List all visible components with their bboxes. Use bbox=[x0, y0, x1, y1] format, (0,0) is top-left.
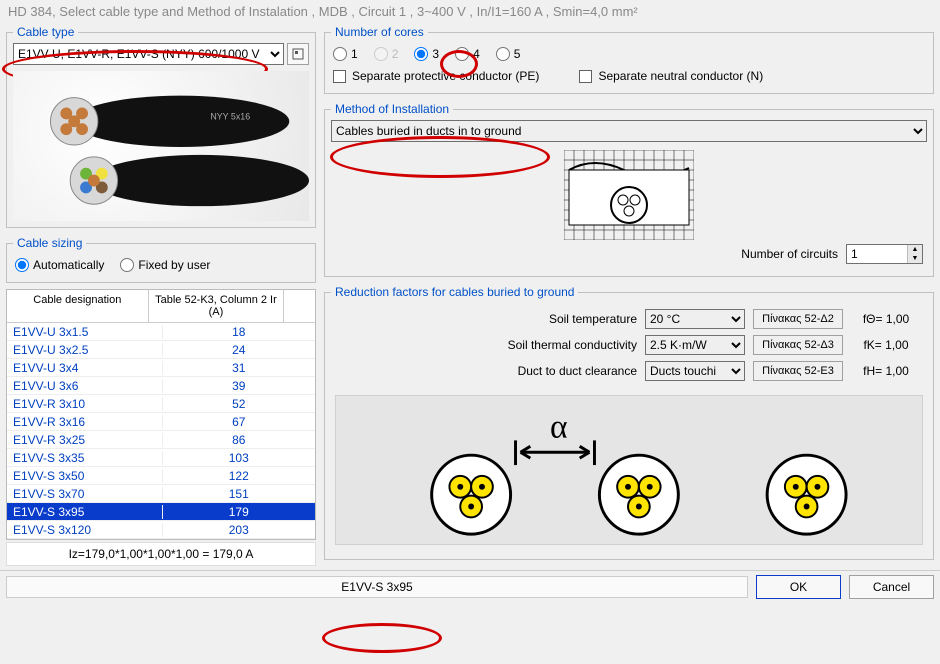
cable-table-col1: Cable designation bbox=[7, 290, 149, 322]
circuits-input[interactable] bbox=[847, 245, 907, 263]
cores-radio-4[interactable] bbox=[455, 47, 469, 61]
duct-clearance-diagram: α bbox=[335, 395, 923, 545]
method-legend: Method of Installation bbox=[331, 102, 453, 116]
n-label: Separate neutral conductor (N) bbox=[598, 69, 763, 83]
circuits-label: Number of circuits bbox=[741, 247, 838, 261]
selected-cable-display: E1VV-S 3x95 bbox=[6, 576, 748, 598]
cable-table-col2: Table 52-K3, Column 2 Ir (A) bbox=[149, 290, 285, 322]
cores-radio-2 bbox=[374, 47, 388, 61]
cable-table: Cable designation Table 52-K3, Column 2 … bbox=[6, 289, 316, 540]
reduction-select[interactable]: 20 °C bbox=[645, 309, 745, 329]
window-title: HD 384, Select cable type and Method of … bbox=[0, 0, 940, 23]
cable-sizing-legend: Cable sizing bbox=[13, 236, 86, 250]
reduction-legend: Reduction factors for cables buried to g… bbox=[331, 285, 578, 299]
cable-type-select[interactable]: E1VV-U, E1VV-R, E1VV-S (NYY) 600/1000 V bbox=[13, 43, 284, 65]
annotation-ellipse bbox=[322, 623, 442, 653]
reduction-select[interactable]: Ducts touchi bbox=[645, 361, 745, 381]
svg-text:α: α bbox=[550, 408, 568, 445]
cable-type-legend: Cable type bbox=[13, 25, 78, 39]
cores-legend: Number of cores bbox=[331, 25, 428, 39]
table-row[interactable]: E1VV-R 3x2586 bbox=[7, 431, 315, 449]
table-row[interactable]: E1VV-S 3x70151 bbox=[7, 485, 315, 503]
pe-checkbox[interactable]: Separate protective conductor (PE) bbox=[333, 69, 539, 83]
sizing-fixed-radio[interactable] bbox=[120, 258, 134, 272]
reduction-group: Reduction factors for cables buried to g… bbox=[324, 285, 934, 560]
spin-down[interactable]: ▼ bbox=[907, 254, 922, 263]
circuits-spinner[interactable]: ▲▼ bbox=[846, 244, 923, 264]
reduction-table-button[interactable]: Πίνακας 52-Δ3 bbox=[753, 335, 843, 355]
iz-result: Iz=179,0*1,00*1,00*1,00 = 179,0 A bbox=[6, 542, 316, 566]
table-row[interactable]: E1VV-U 3x431 bbox=[7, 359, 315, 377]
cable-sizing-group: Cable sizing Automatically Fixed by user bbox=[6, 236, 316, 283]
reduction-label: Soil thermal conductivity bbox=[337, 338, 637, 352]
n-checkbox[interactable]: Separate neutral conductor (N) bbox=[579, 69, 763, 83]
method-group: Method of Installation Cables buried in … bbox=[324, 102, 934, 277]
sizing-auto-label: Automatically bbox=[33, 258, 104, 272]
reduction-factor: fH= 1,00 bbox=[851, 364, 921, 378]
ok-button[interactable]: OK bbox=[756, 575, 841, 599]
reduction-label: Soil temperature bbox=[337, 312, 637, 326]
cable-type-lookup-button[interactable] bbox=[287, 43, 309, 65]
table-row[interactable]: E1VV-S 3x120203 bbox=[7, 521, 315, 539]
cores-radio-5[interactable] bbox=[496, 47, 510, 61]
spin-up[interactable]: ▲ bbox=[907, 245, 922, 254]
reduction-factor: fΘ= 1,00 bbox=[851, 312, 921, 326]
svg-text:NYY 5x16: NYY 5x16 bbox=[210, 111, 250, 121]
table-row[interactable]: E1VV-U 3x2.524 bbox=[7, 341, 315, 359]
table-row[interactable]: E1VV-U 3x639 bbox=[7, 377, 315, 395]
reduction-select[interactable]: 2.5 K·m/W bbox=[645, 335, 745, 355]
pe-label: Separate protective conductor (PE) bbox=[352, 69, 539, 83]
table-row[interactable]: E1VV-S 3x95179 bbox=[7, 503, 315, 521]
cable-table-col-scroll bbox=[284, 290, 315, 322]
method-select[interactable]: Cables buried in ducts in to ground bbox=[331, 120, 927, 142]
method-illustration bbox=[564, 150, 694, 240]
cores-group: Number of cores 12345 Separate protectiv… bbox=[324, 25, 934, 94]
table-row[interactable]: E1VV-S 3x50122 bbox=[7, 467, 315, 485]
cable-preview-image: NYY 5x16 bbox=[13, 71, 309, 221]
reduction-table-button[interactable]: Πίνακας 52-Δ2 bbox=[753, 309, 843, 329]
cable-type-group: Cable type E1VV-U, E1VV-R, E1VV-S (NYY) … bbox=[6, 25, 316, 228]
reduction-table-button[interactable]: Πίνακας 52-E3 bbox=[753, 361, 843, 381]
table-row[interactable]: E1VV-R 3x1667 bbox=[7, 413, 315, 431]
cores-radio-1[interactable] bbox=[333, 47, 347, 61]
sizing-auto-radio[interactable] bbox=[15, 258, 29, 272]
table-row[interactable]: E1VV-U 3x1.518 bbox=[7, 323, 315, 341]
reduction-factor: fK= 1,00 bbox=[851, 338, 921, 352]
table-row[interactable]: E1VV-R 3x1052 bbox=[7, 395, 315, 413]
cores-radio-3[interactable] bbox=[414, 47, 428, 61]
reduction-label: Duct to duct clearance bbox=[337, 364, 637, 378]
table-row[interactable]: E1VV-S 3x35103 bbox=[7, 449, 315, 467]
sizing-fixed-label: Fixed by user bbox=[138, 258, 210, 272]
cancel-button[interactable]: Cancel bbox=[849, 575, 934, 599]
